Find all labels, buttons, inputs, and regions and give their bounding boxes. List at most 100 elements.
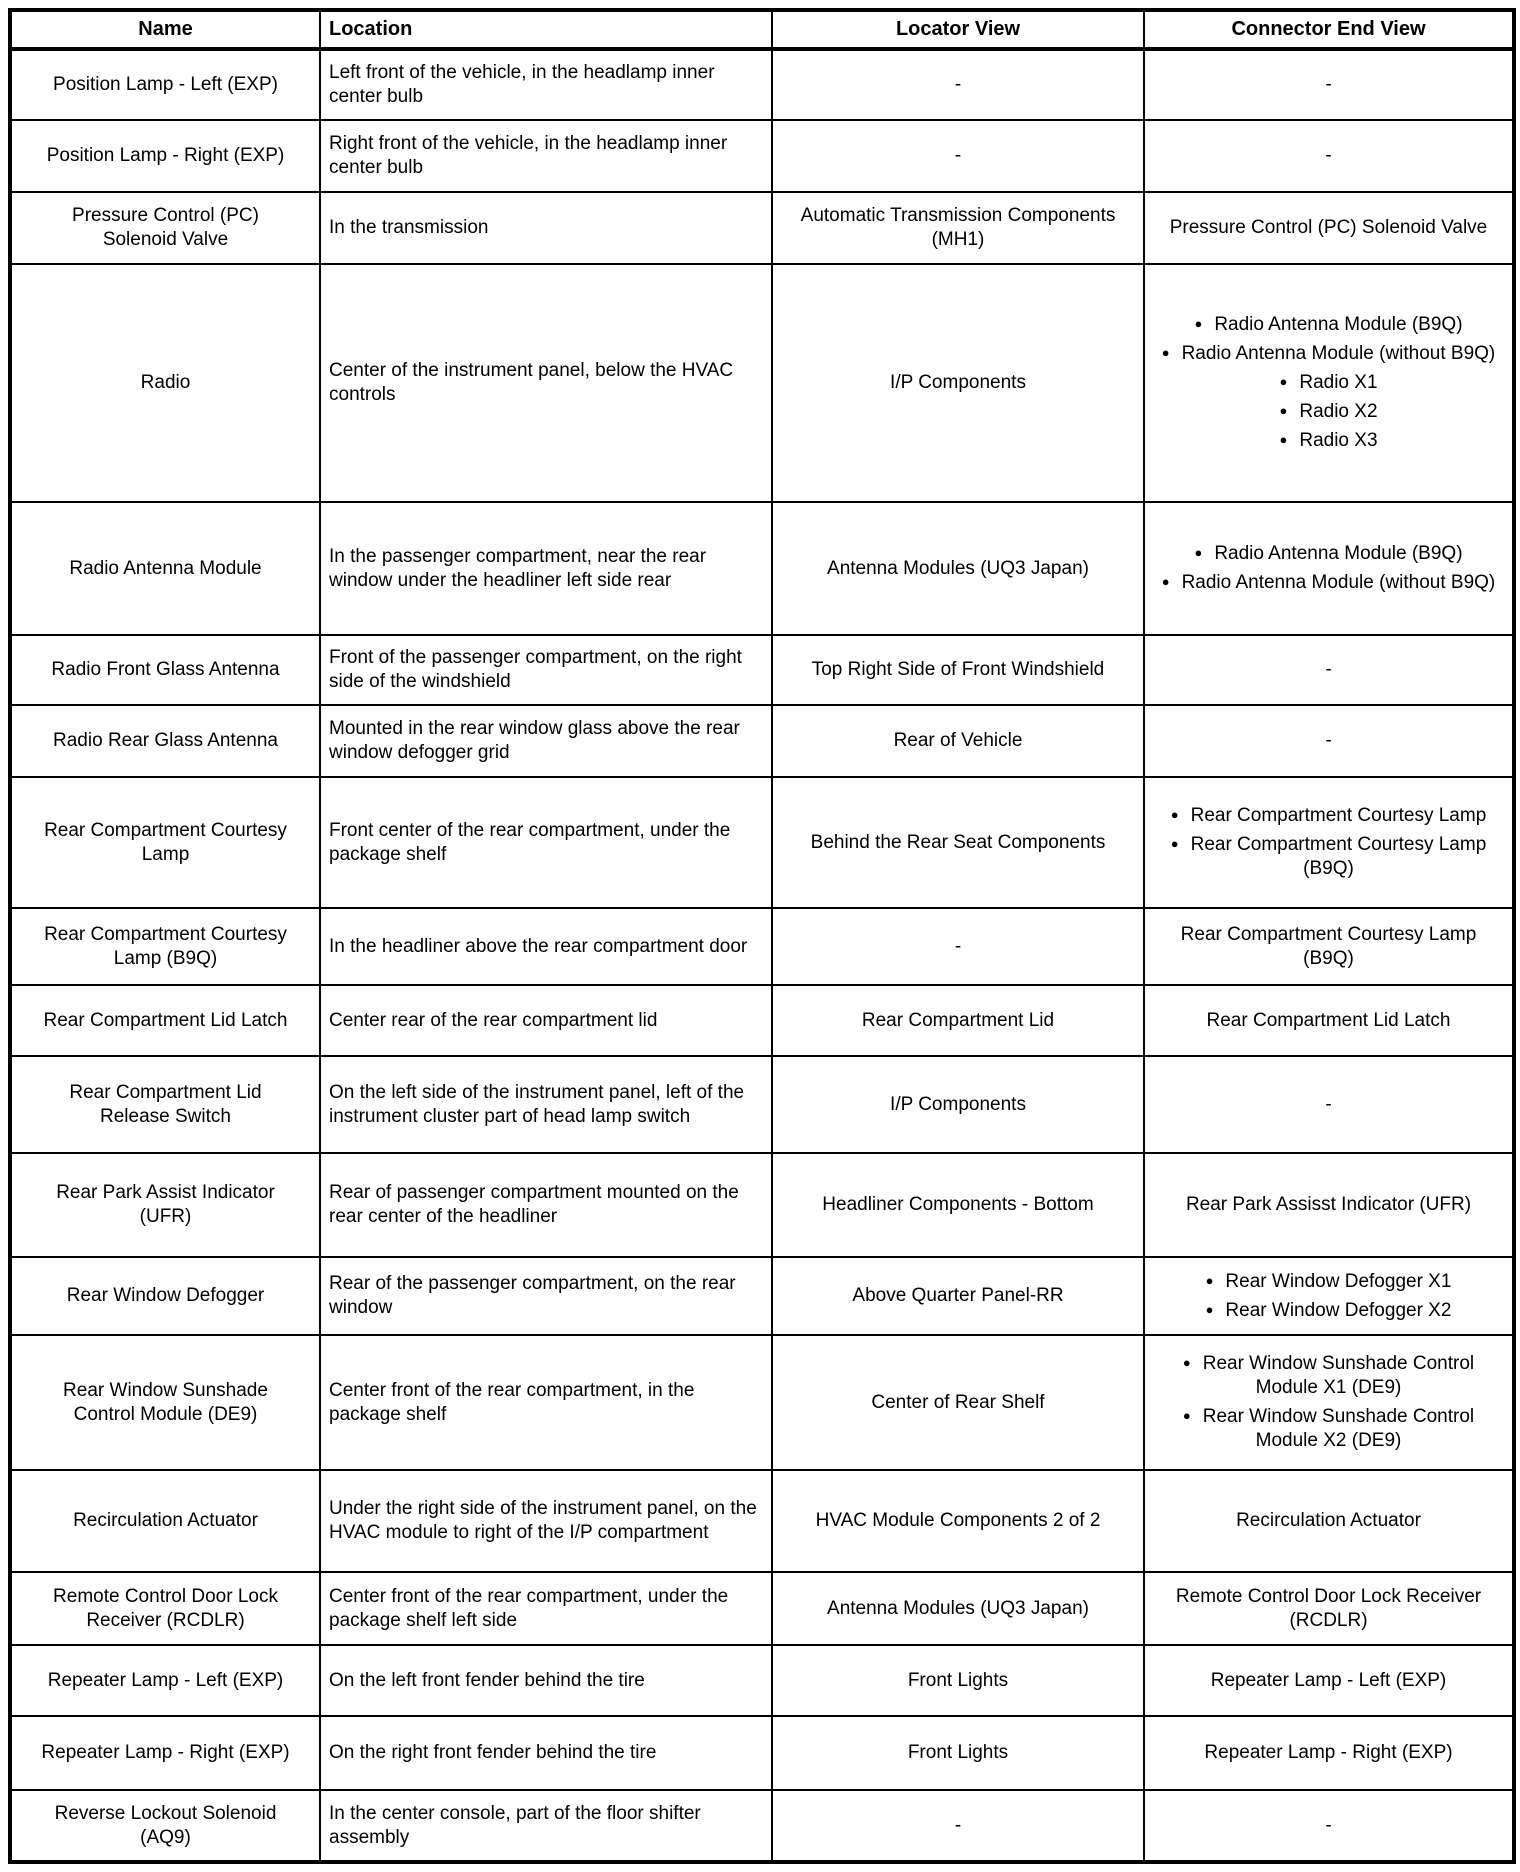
cell-name: Recirculation Actuator [9, 1469, 321, 1573]
bullet-item-label: Radio Antenna Module (without B9Q) [1181, 343, 1496, 365]
cell-location: Front center of the rear compartment, un… [319, 776, 773, 909]
cell-connector-end-view: ● Rear Window Defogger X1 ● Rear Window Def… [1143, 1256, 1515, 1336]
cell-name: Remote Control Door Lock Receiver (RCDLR… [9, 1571, 321, 1646]
bullet-item-label: Rear Window Defogger X1 [1225, 1270, 1452, 1292]
cell-name: Rear Window Sunshade Control Module (DE9… [9, 1334, 321, 1471]
cell-location: Right front of the vehicle, in the headl… [319, 119, 773, 193]
cell-connector-end-view: ● Radio Antenna Module (B9Q) ● Radio Antenn… [1143, 263, 1515, 503]
cell-name: Position Lamp - Right (EXP) [9, 119, 321, 193]
table-row: Position Lamp - Left (EXP) Left front of… [9, 48, 1515, 121]
cell-name: Radio Antenna Module [9, 501, 321, 636]
bullet-icon: ● [1161, 345, 1170, 361]
bullet-icon: ● [1170, 836, 1179, 852]
cell-location: On the left front fender behind the tire [319, 1644, 773, 1717]
cell-location: In the center console, part of the floor… [319, 1789, 773, 1863]
table-row: Radio Antenna Module In the passenger co… [9, 501, 1515, 636]
bullet-icon: ● [1205, 1301, 1214, 1317]
cell-locator-view: - [771, 48, 1145, 121]
bullet-list-item: ● Radio Antenna Module (B9Q) [1159, 542, 1498, 566]
cell-locator-view: Center of Rear Shelf [771, 1334, 1145, 1471]
bullet-icon: ● [1279, 402, 1288, 418]
cell-connector-end-view: Rear Compartment Courtesy Lamp (B9Q) [1143, 907, 1515, 986]
cell-location: In the headliner above the rear compartm… [319, 907, 773, 986]
bullet-list-item: ● Radio X1 [1159, 371, 1498, 395]
bullet-icon: ● [1182, 1355, 1191, 1371]
cell-connector-end-view: ● Radio Antenna Module (B9Q) ● Radio Antenn… [1143, 501, 1515, 636]
cell-name: Rear Compartment Courtesy Lamp [9, 776, 321, 909]
cell-name: Rear Park Assist Indicator (UFR) [9, 1152, 321, 1258]
component-location-table: Name Location Locator View Connector End… [8, 8, 1516, 1864]
table-row: Repeater Lamp - Right (EXP) On the right… [9, 1715, 1515, 1791]
cell-location: Center rear of the rear compartment lid [319, 984, 773, 1057]
cell-locator-view: Behind the Rear Seat Components [771, 776, 1145, 909]
table-row: Reverse Lockout Solenoid (AQ9) In the ce… [9, 1789, 1515, 1863]
cell-connector-end-view: - [1143, 1789, 1515, 1863]
cell-connector-end-view: Repeater Lamp - Right (EXP) [1143, 1715, 1515, 1791]
cell-connector-end-view: ● Rear Window Sunshade Control Module X1 … [1143, 1334, 1515, 1471]
bullet-icon: ● [1170, 807, 1179, 823]
cell-name: Rear Compartment Lid Latch [9, 984, 321, 1057]
bullet-item-label: Radio Antenna Module (without B9Q) [1181, 572, 1496, 593]
table-row: Radio Center of the instrument panel, be… [9, 263, 1515, 503]
cell-connector-end-view: ● Rear Compartment Courtesy Lamp ● Rear Com… [1143, 776, 1515, 909]
bullet-icon: ● [1205, 1272, 1214, 1288]
table-row: Rear Compartment Lid Latch Center rear o… [9, 984, 1515, 1057]
cell-location: Center front of the rear compartment, un… [319, 1571, 773, 1646]
cell-location: Center front of the rear compartment, in… [319, 1334, 773, 1471]
cell-location: In the transmission [319, 191, 773, 265]
cell-name: Position Lamp - Left (EXP) [9, 48, 321, 121]
cell-location: Left front of the vehicle, in the headla… [319, 48, 773, 121]
table-row: Position Lamp - Right (EXP) Right front … [9, 119, 1515, 193]
bullet-list-item: ● Radio Antenna Module (without B9Q) [1159, 571, 1498, 595]
table-row: Recirculation Actuator Under the right s… [9, 1469, 1515, 1573]
bullet-icon: ● [1194, 545, 1203, 561]
cell-connector-end-view: Rear Compartment Lid Latch [1143, 984, 1515, 1057]
cell-connector-end-view: Pressure Control (PC) Solenoid Valve [1143, 191, 1515, 265]
cell-name: Reverse Lockout Solenoid (AQ9) [9, 1789, 321, 1863]
table-row: Repeater Lamp - Left (EXP) On the left f… [9, 1644, 1515, 1717]
bullet-list-item: ● Rear Window Defogger X1 [1159, 1270, 1498, 1294]
bullet-list-item: ● Rear Window Sunshade Control Module X2 … [1159, 1405, 1498, 1453]
cell-locator-view: Automatic Transmission Components (MH1) [771, 191, 1145, 265]
cell-connector-end-view: Recirculation Actuator [1143, 1469, 1515, 1573]
cell-location: On the left side of the instrument panel… [319, 1055, 773, 1154]
bullet-item-label: Rear Compartment Courtesy Lamp (B9Q) [1190, 834, 1487, 879]
cell-connector-end-view: Remote Control Door Lock Receiver (RCDLR… [1143, 1571, 1515, 1646]
bullet-list-item: ● Rear Window Defogger X2 [1159, 1299, 1498, 1323]
cell-location: Front of the passenger compartment, on t… [319, 634, 773, 706]
cell-location: Center of the instrument panel, below th… [319, 263, 773, 503]
bullet-item-label: Radio X3 [1299, 429, 1378, 451]
cell-connector-end-view: - [1143, 634, 1515, 706]
table-row: Rear Compartment Courtesy Lamp Front cen… [9, 776, 1515, 909]
cell-location: Rear of the passenger compartment, on th… [319, 1256, 773, 1336]
cell-connector-end-view: - [1143, 48, 1515, 121]
cell-locator-view: - [771, 907, 1145, 986]
column-header-locator-view: Locator View [771, 9, 1145, 51]
bullet-item-label: Radio X1 [1299, 372, 1378, 394]
bullet-list-item: ● Rear Window Sunshade Control Module X1 … [1159, 1352, 1498, 1400]
cell-location: Rear of passenger compartment mounted on… [319, 1152, 773, 1258]
bullet-item-label: Radio Antenna Module (B9Q) [1214, 314, 1463, 336]
cell-locator-view: I/P Components [771, 1055, 1145, 1154]
cell-name: Pressure Control (PC) Solenoid Valve [9, 191, 321, 265]
bullet-icon: ● [1161, 574, 1170, 589]
cell-name: Rear Compartment Lid Release Switch [9, 1055, 321, 1154]
table-row: Radio Rear Glass Antenna Mounted in the … [9, 704, 1515, 778]
bullet-item-label: Radio X2 [1299, 400, 1378, 422]
table-row: Rear Window Sunshade Control Module (DE9… [9, 1334, 1515, 1471]
cell-location: On the right front fender behind the tir… [319, 1715, 773, 1791]
bullet-item-label: Radio Antenna Module (B9Q) [1214, 543, 1463, 565]
cell-name: Rear Compartment Courtesy Lamp (B9Q) [9, 907, 321, 986]
table-row: Radio Front Glass Antenna Front of the p… [9, 634, 1515, 706]
cell-name: Radio [9, 263, 321, 503]
bullet-item-label: Rear Window Sunshade Control Module X2 (… [1202, 1406, 1475, 1451]
cell-locator-view: I/P Components [771, 263, 1145, 503]
bullet-icon: ● [1194, 316, 1203, 332]
bullet-list-item: ● Radio X3 [1159, 429, 1498, 453]
cell-name: Radio Front Glass Antenna [9, 634, 321, 706]
cell-locator-view: Antenna Modules (UQ3 Japan) [771, 1571, 1145, 1646]
cell-locator-view: Rear Compartment Lid [771, 984, 1145, 1057]
cell-connector-end-view: - [1143, 119, 1515, 193]
bullet-icon: ● [1182, 1408, 1191, 1423]
